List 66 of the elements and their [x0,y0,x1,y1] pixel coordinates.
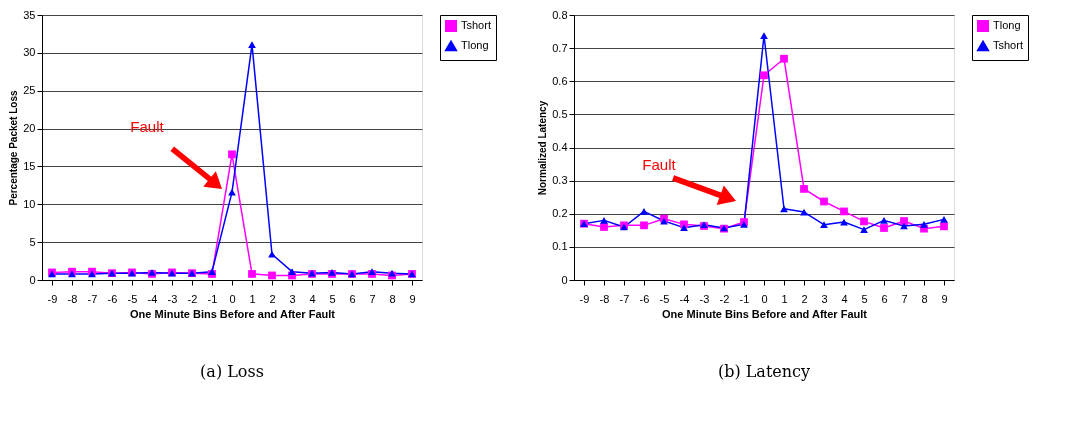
x-tick-label: 1 [249,292,256,305]
legend-label: Tshort [993,39,1023,51]
x-tick-label: 3 [821,292,828,305]
legend-label: Tlong [461,39,489,51]
x-axis-title: One Minute Bins Before and After Fault [662,307,868,320]
x-tick-label: -2 [719,292,730,305]
legend-label: Tshort [461,19,491,31]
y-tick-label: 0 [29,273,36,286]
x-tick-label: -3 [167,292,178,305]
x-tick-label: 7 [369,292,376,305]
x-tick-label: 4 [841,292,848,305]
x-tick-label: -4 [147,292,158,305]
y-axis-title: Percentage Packet Loss [8,90,20,206]
x-tick-label: 1 [781,292,788,305]
x-tick-label: -5 [659,292,670,305]
x-tick-label: 9 [941,292,948,305]
y-tick-label: 25 [23,84,36,97]
text: (b) Latency [717,362,811,381]
x-tick-label: 5 [861,292,868,305]
x-tick-label: -1 [207,292,218,305]
y-axis-title: Normalized Latency [537,100,549,196]
x-tick-label: 9 [409,292,416,305]
y-tick-label: 0.7 [552,41,568,54]
x-tick-label: -6 [639,292,650,305]
x-tick-label: -8 [67,292,78,305]
x-tick-label: 4 [309,292,316,305]
x-tick-label: 0 [761,292,768,305]
y-tick-label: 10 [23,197,36,210]
x-tick-label: -7 [619,292,630,305]
x-tick-label: 2 [801,292,808,305]
x-tick-label: -2 [187,292,198,305]
y-tick-label: 0.4 [552,141,568,153]
y-tick-label: 0.2 [552,207,568,220]
x-tick-label: -4 [679,292,690,305]
y-tick-label: 30 [23,46,36,59]
legend-label: Tlong [993,19,1021,31]
x-tick-label: -6 [107,292,118,305]
x-tick-label: -9 [579,292,590,305]
x-tick-label: 5 [329,292,336,305]
y-tick-label: 0.5 [552,107,568,120]
x-tick-label: 6 [881,292,888,305]
x-tick-label: 3 [289,292,296,305]
x-tick-label: 7 [901,292,908,305]
y-tick-label: 15 [23,159,36,172]
y-tick-label: 0.1 [552,240,568,253]
text: (a) Loss [200,362,264,381]
x-tick-label: -7 [87,292,98,305]
y-tick-label: 0.8 [552,8,568,21]
x-tick-label: 2 [269,292,276,305]
x-axis-title: One Minute Bins Before and After Fault [130,307,336,320]
y-tick-label: 5 [29,235,36,248]
y-tick-label: 0.3 [552,174,568,187]
y-tick-label: 20 [23,122,36,135]
y-tick-label: 35 [23,8,36,21]
y-tick-label: 0 [561,273,568,286]
x-tick-label: -9 [47,292,58,305]
annotation: Fault [642,156,677,173]
x-tick-label: 6 [349,292,356,305]
x-tick-label: -1 [739,292,750,305]
y-tick-label: 0.6 [552,74,568,87]
x-tick-label: 8 [389,292,396,305]
x-tick-label: 8 [921,292,928,305]
x-tick-label: -3 [699,292,710,305]
x-tick-label: 0 [229,292,236,305]
x-tick-label: -8 [599,292,610,305]
x-tick-label: -5 [127,292,138,305]
